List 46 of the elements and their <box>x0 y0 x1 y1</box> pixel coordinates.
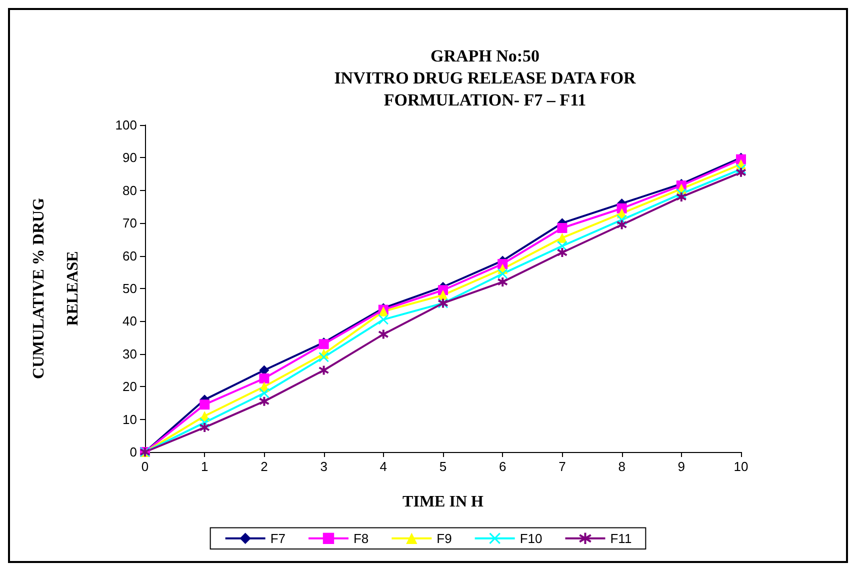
x-tick-label: 8 <box>618 459 626 474</box>
point <box>616 219 628 230</box>
x-tick-label: 0 <box>141 459 149 474</box>
point <box>200 400 210 410</box>
y-tick-label: 80 <box>122 182 137 198</box>
legend-label: F9 <box>436 530 452 546</box>
y-tick-label: 40 <box>122 314 137 329</box>
y-tick-label: 0 <box>130 444 137 460</box>
legend-label: F11 <box>610 530 632 546</box>
x-tick-label: 9 <box>678 459 686 474</box>
y-tick-label: 10 <box>122 412 137 427</box>
y-tick-label: 20 <box>122 379 137 394</box>
x-tick-label: 3 <box>320 459 328 474</box>
y-tick-label: 100 <box>115 118 137 132</box>
point <box>318 352 329 362</box>
legend-label: F8 <box>353 530 369 546</box>
y-tick-label: 70 <box>122 216 137 231</box>
point <box>736 166 746 178</box>
y-tick-label: 90 <box>122 150 137 166</box>
point <box>378 328 389 340</box>
point <box>497 276 508 288</box>
point <box>258 396 270 407</box>
point <box>676 191 687 202</box>
point <box>557 223 568 234</box>
x-tick-label: 6 <box>498 459 506 474</box>
x-tick-label: 10 <box>734 459 748 474</box>
y-tick-label: 60 <box>122 248 137 264</box>
x-tick-label: 7 <box>558 459 566 474</box>
point <box>498 268 508 279</box>
chart-title: GRAPH No:50 INVITRO DRUG RELEASE DATA FOR FORMULATION- F7 – F11 <box>334 46 637 110</box>
x-tick-label: 1 <box>200 459 208 474</box>
point <box>556 247 568 258</box>
x-tick-label: 2 <box>260 459 268 474</box>
point <box>259 373 270 384</box>
point <box>259 388 270 398</box>
point <box>378 314 388 325</box>
legend-label: F10 <box>520 530 542 546</box>
y-axis-title: CUMULATIVE % DRUG RELEASE <box>30 197 82 380</box>
x-axis-title: TIME IN H <box>402 494 484 510</box>
y-tick-label: 30 <box>122 346 137 362</box>
point <box>199 422 210 433</box>
x-tick-label: 4 <box>380 459 388 474</box>
point <box>318 364 330 376</box>
x-tick-label: 5 <box>439 459 447 474</box>
legend-label: F7 <box>270 530 286 546</box>
y-tick-label: 50 <box>122 281 137 296</box>
